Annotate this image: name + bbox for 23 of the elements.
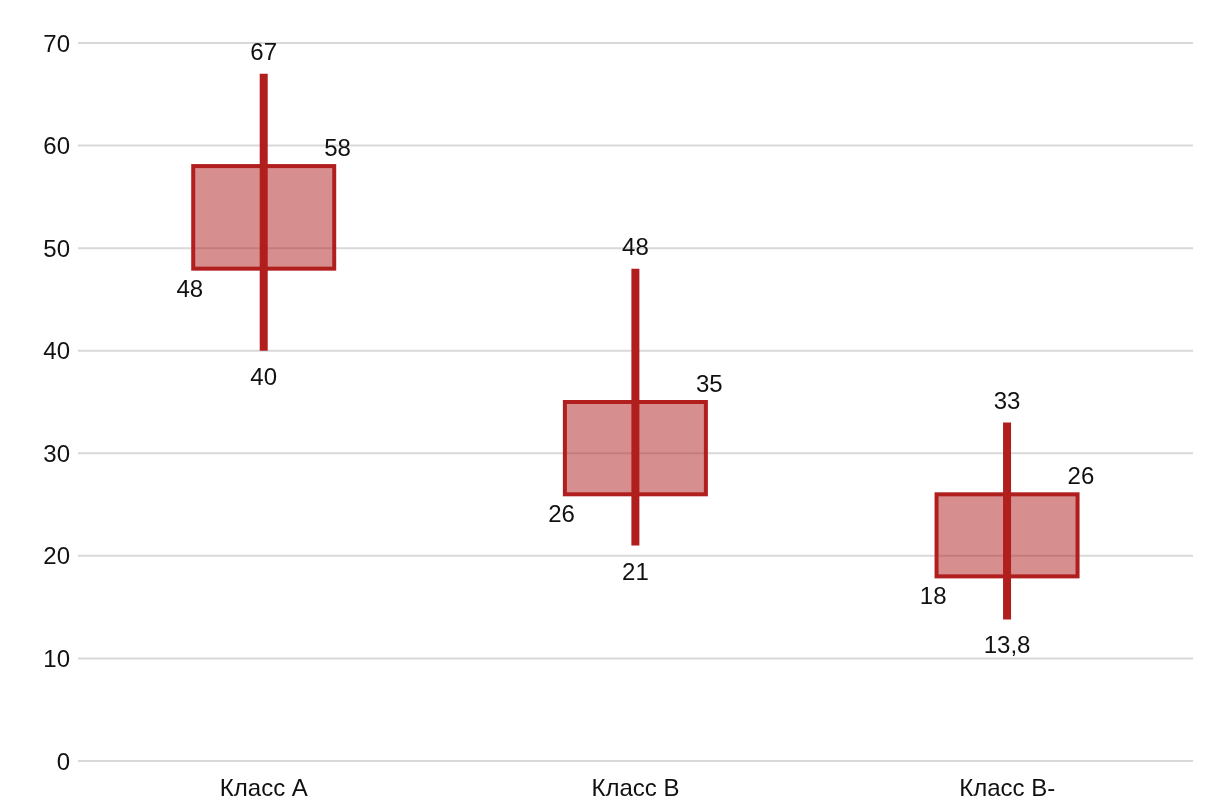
y-tick-label: 60 <box>43 132 70 160</box>
annotation: 67 <box>250 37 278 65</box>
y-tick-label: 50 <box>43 234 70 262</box>
annotation: 33 <box>993 386 1021 414</box>
annotation: 26 <box>548 500 575 528</box>
annotation: 26 <box>1067 462 1095 490</box>
x-tick-label: Класс B <box>591 774 680 802</box>
annotation: 58 <box>324 134 351 162</box>
y-tick-label: 40 <box>43 337 70 365</box>
annotation: 35 <box>695 370 723 397</box>
annotation: 40 <box>250 362 278 390</box>
annotation: 21 <box>622 557 649 585</box>
y-tick-label: 30 <box>43 439 70 467</box>
annotation: 18 <box>919 582 947 610</box>
y-tick-label: 0 <box>56 747 70 775</box>
y-tick-label: 20 <box>43 542 70 570</box>
annotation: 48 <box>176 274 204 302</box>
annotation: 48 <box>622 232 649 260</box>
annotation: 13,8 <box>983 631 1031 659</box>
y-tick-label: 70 <box>43 29 70 57</box>
x-tick-label: Класс B- <box>959 774 1056 802</box>
y-tick-label: 10 <box>43 644 70 672</box>
x-tick-label: Класс A <box>219 774 308 802</box>
